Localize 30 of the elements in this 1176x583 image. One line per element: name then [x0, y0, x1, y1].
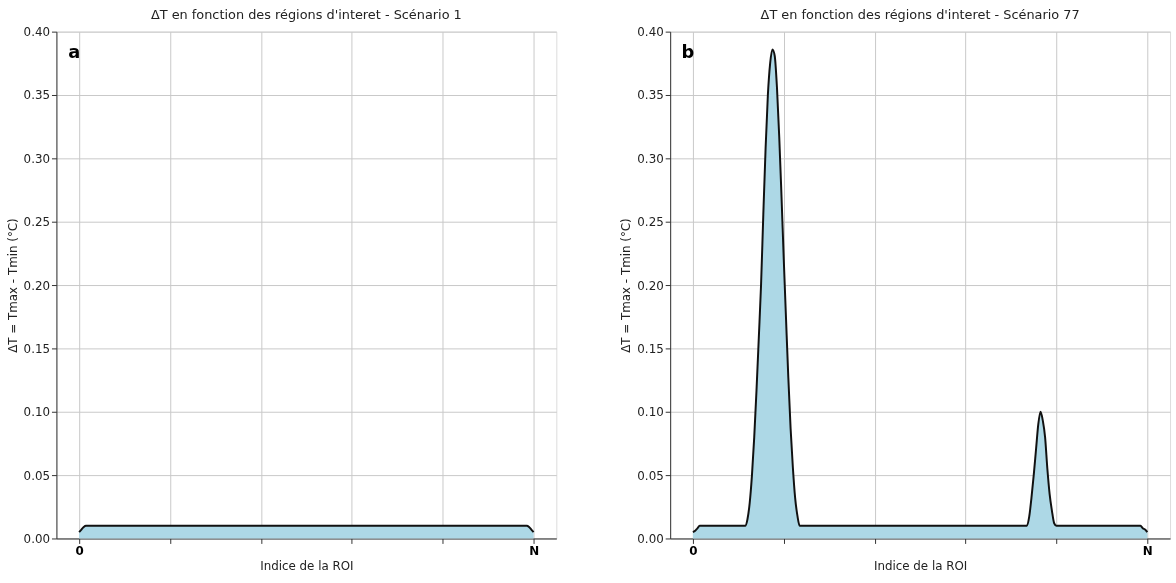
y-axis-title: ΔT = Tmax - Tmin (°C) — [619, 218, 634, 353]
annotation: a — [68, 41, 81, 63]
y-tick-label: 0.10 — [23, 405, 50, 420]
y-tick-label: 0.05 — [23, 468, 50, 483]
x-axis-title: Indice de la ROI — [873, 558, 968, 573]
chart-title: ΔT en fonction des régions d'interet - Scénario 1 — [150, 6, 462, 22]
y-tick-label: 0.20 — [23, 278, 50, 293]
x-tick-label: N — [529, 543, 540, 558]
y-tick-label: 0.25 — [637, 215, 664, 230]
x-axis-title: Indice de la ROI — [260, 558, 354, 573]
chart-title: ΔT en fonction des régions d'interet - Scénario 77 — [760, 6, 1080, 22]
y-tick-label: 0.15 — [637, 341, 664, 356]
y-tick-label: 0.20 — [637, 278, 664, 293]
y-tick-label: 0.40 — [23, 25, 50, 40]
y-tick-label: 0.05 — [637, 468, 664, 483]
y-tick-label: 0.40 — [637, 25, 664, 40]
y-tick-label: 0.35 — [23, 88, 50, 103]
y-tick-label: 0.00 — [637, 531, 664, 546]
y-tick-label: 0.35 — [637, 88, 664, 103]
y-tick-label: 0.25 — [23, 215, 50, 230]
x-tick-label: 0 — [75, 543, 84, 558]
y-axis-title: ΔT = Tmax - Tmin (°C) — [5, 218, 20, 353]
y-tick-label: 0.00 — [23, 531, 50, 546]
y-tick-label: 0.15 — [23, 341, 50, 356]
y-tick-label: 0.30 — [23, 151, 50, 166]
y-tick-label: 0.10 — [637, 405, 664, 420]
annotation: b — [681, 41, 695, 63]
x-tick-label: N — [1142, 543, 1153, 558]
x-tick-label: 0 — [689, 543, 698, 558]
y-tick-label: 0.30 — [637, 151, 664, 166]
